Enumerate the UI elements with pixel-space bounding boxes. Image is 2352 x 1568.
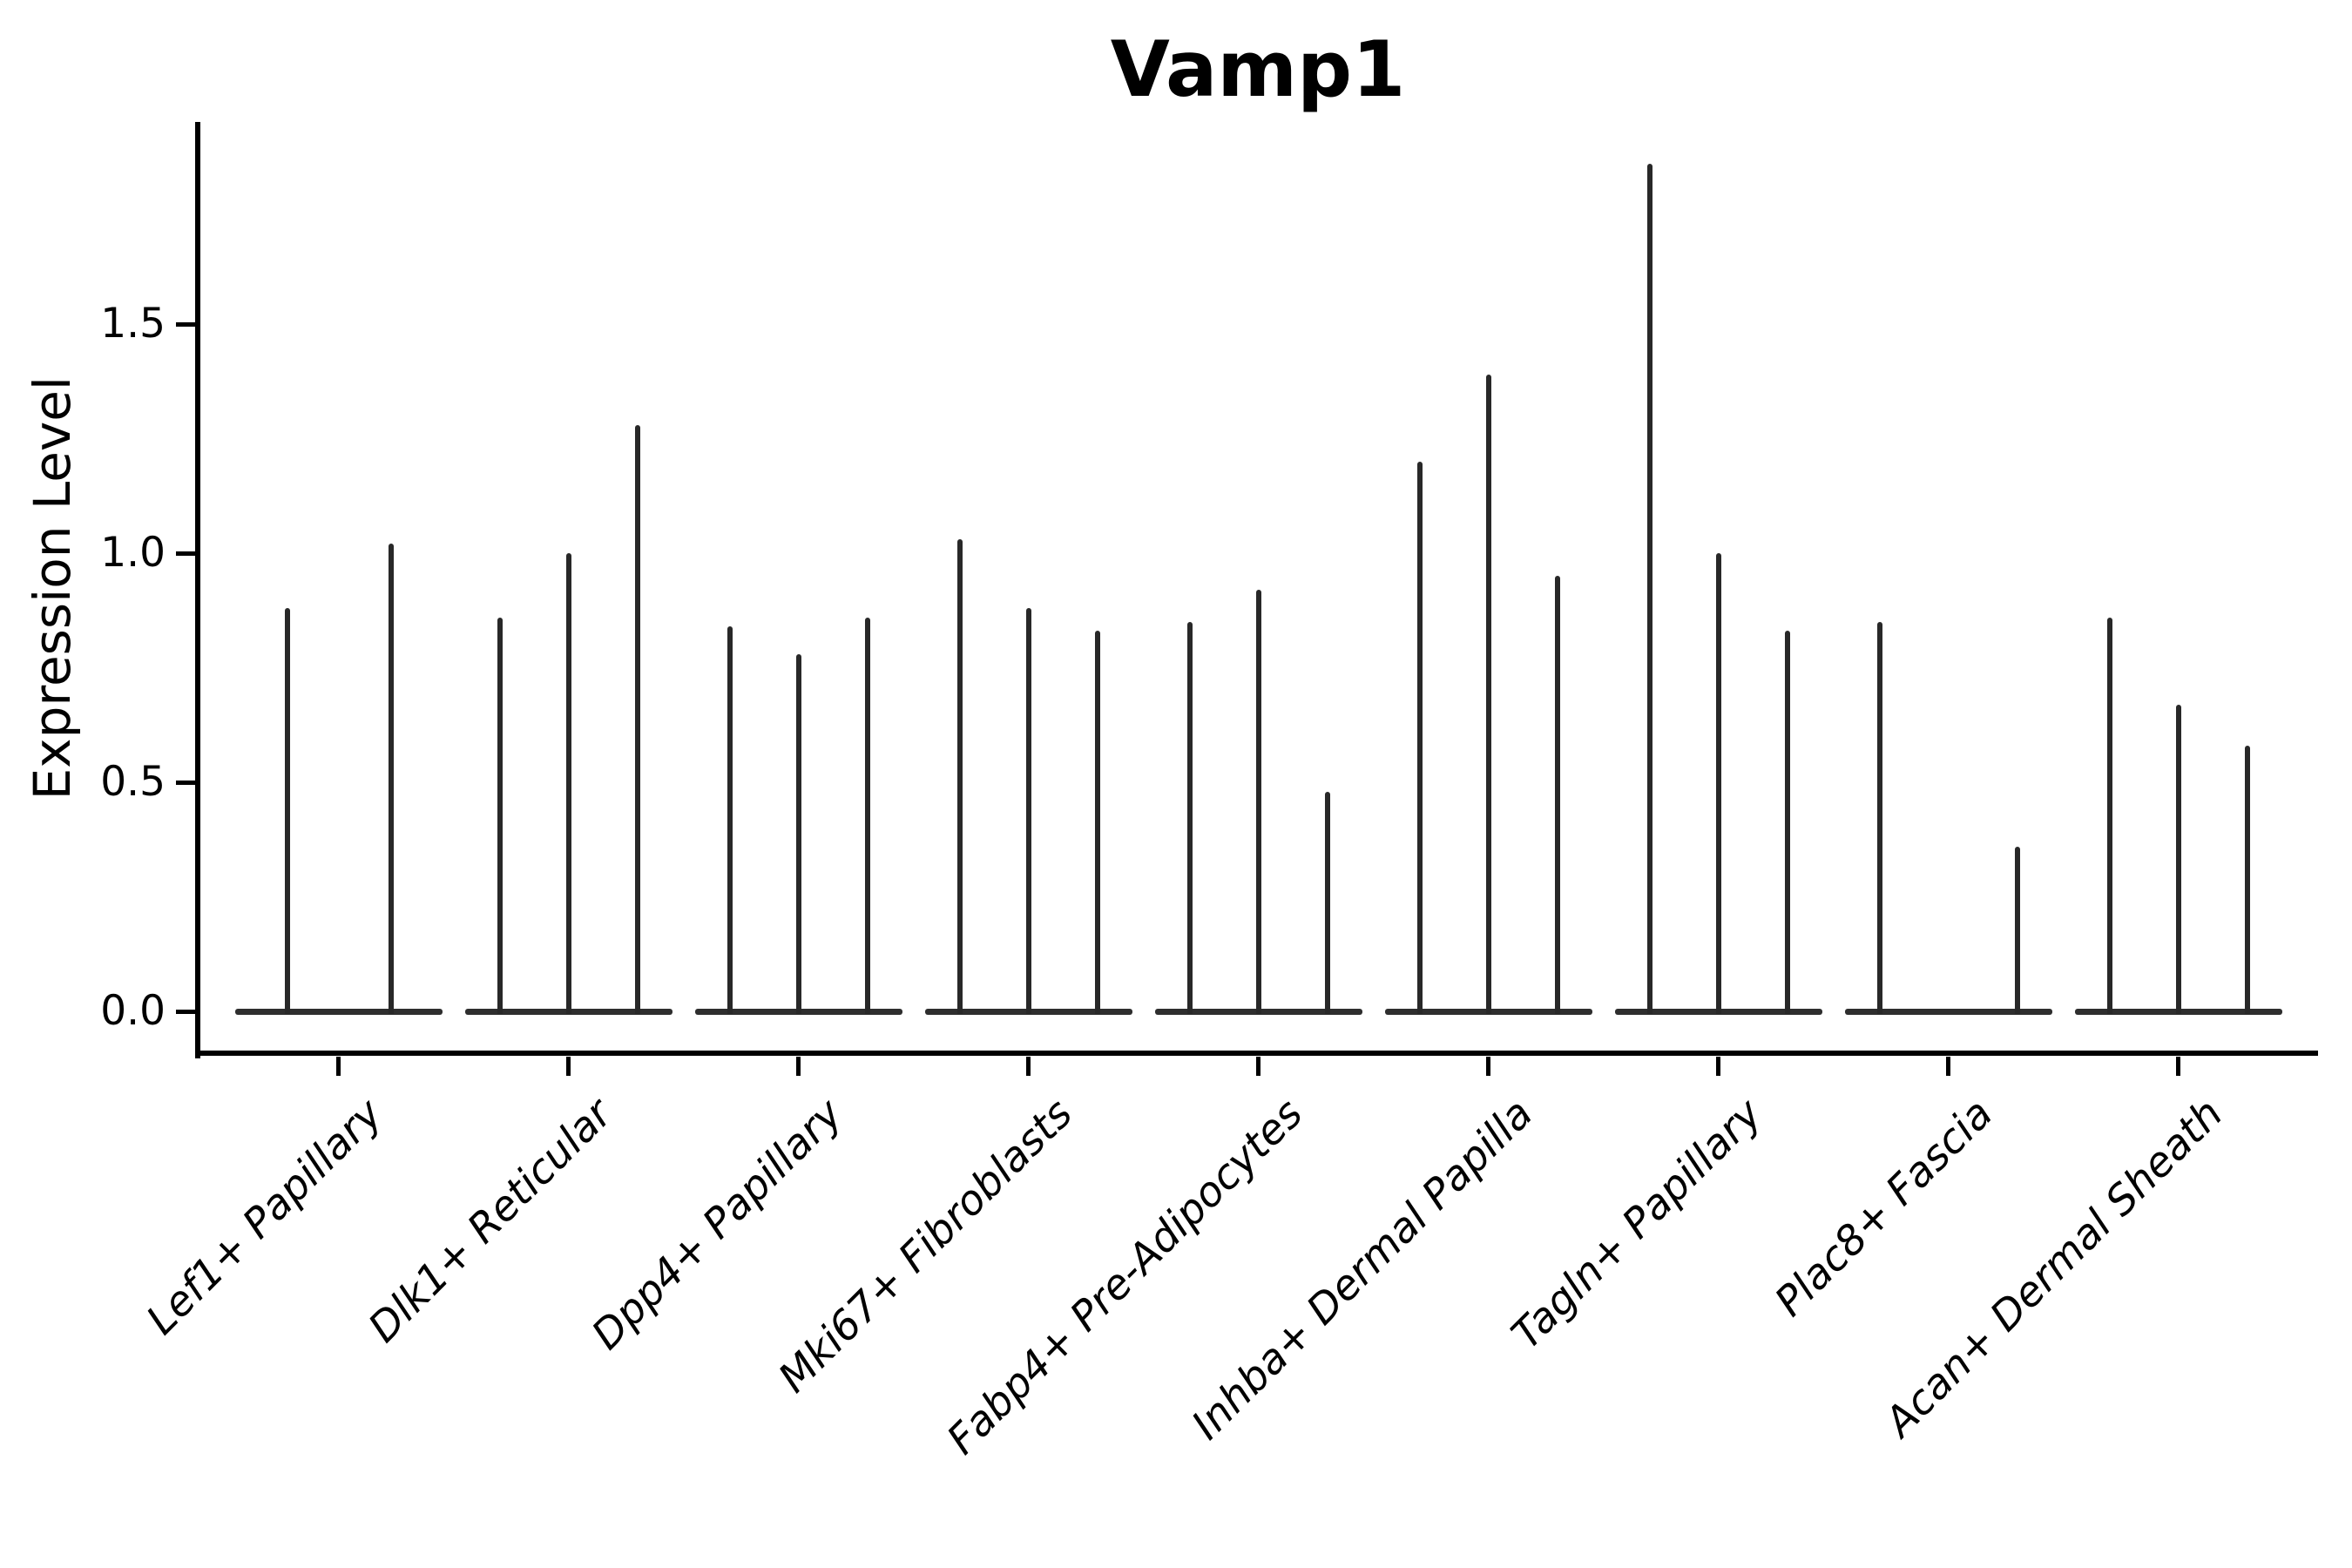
x-tick-mark [1256, 1057, 1260, 1076]
violin-spike [2015, 846, 2021, 1014]
x-axis-spine [195, 1051, 2318, 1056]
violin-spike [1876, 621, 1882, 1014]
x-tick-label: Tagln+ Papillary [1503, 1090, 1772, 1359]
y-tick-mark [176, 781, 195, 785]
violin-spike [1716, 553, 1721, 1014]
violin-spike [1325, 791, 1331, 1014]
x-tick-label: Plac8+ Fascia [1765, 1090, 2002, 1327]
violin-spike [796, 653, 801, 1014]
y-tick-label: 0.5 [100, 758, 166, 806]
y-tick-label: 1.5 [100, 300, 166, 348]
x-tick-mark [1946, 1057, 1950, 1076]
x-tick-mark [336, 1057, 341, 1076]
violin-spike [956, 539, 963, 1014]
x-tick-mark [2176, 1057, 2180, 1076]
violin-spike [566, 553, 571, 1014]
violin-spike [865, 617, 871, 1014]
chart-title: Vamp1 [1110, 24, 1406, 114]
x-tick-mark [796, 1057, 801, 1076]
violin-spike [284, 608, 290, 1014]
violin-spike [727, 626, 733, 1014]
violin-spike [1186, 621, 1193, 1014]
x-tick-label: Dpp4+ Papillary [582, 1090, 852, 1360]
y-axis-title: Expression Level [23, 375, 82, 801]
violin-spike [1785, 631, 1791, 1014]
violin-base [235, 1009, 443, 1015]
violin-spike [1646, 163, 1652, 1014]
violin-spike [497, 617, 503, 1014]
y-tick-label: 1.0 [100, 529, 166, 577]
violin-spike [2176, 704, 2181, 1014]
x-tick-label: Dlk1+ Reticular [359, 1090, 622, 1352]
violin-base [1845, 1009, 2052, 1015]
violin-spike [1256, 590, 1261, 1014]
y-tick-mark [176, 1010, 195, 1014]
y-tick-label: 0.0 [100, 987, 166, 1035]
x-tick-mark [1026, 1057, 1031, 1076]
y-tick-mark [176, 551, 195, 556]
violin-spike [1095, 631, 1101, 1014]
y-tick-mark [176, 322, 195, 327]
violin-spike [388, 544, 394, 1014]
y-axis-title-container: Expression Level [17, 122, 87, 1054]
violin-spike [635, 424, 641, 1014]
x-tick-mark [1716, 1057, 1720, 1076]
y-axis-spine [195, 122, 200, 1058]
violin-spike [2245, 745, 2251, 1014]
violin-spike [1555, 576, 1561, 1014]
x-tick-label: Lef1+ Papillary [137, 1090, 392, 1345]
violin-spike [1026, 608, 1031, 1014]
violin-spike [2106, 617, 2112, 1014]
x-tick-mark [566, 1057, 571, 1076]
x-tick-mark [1486, 1057, 1490, 1076]
violin-spike [1486, 374, 1491, 1014]
violin-spike [1416, 461, 1423, 1014]
